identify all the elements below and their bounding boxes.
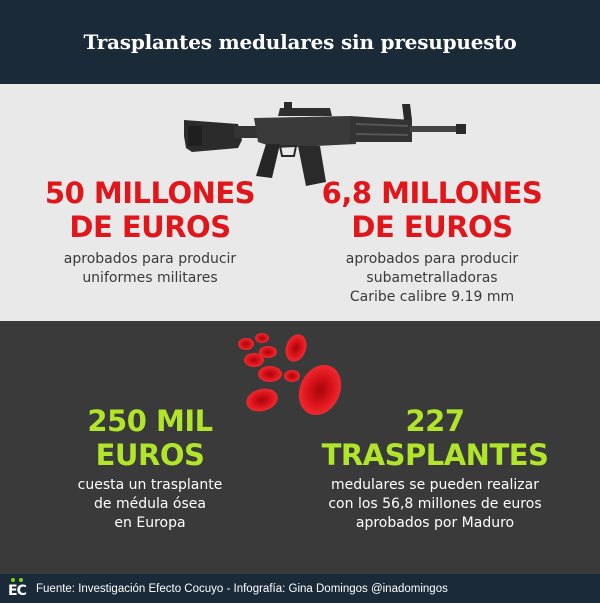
amount-line: 227 — [405, 404, 465, 438]
uniforms-amount: 50 MILLONES DE EUROS — [40, 176, 260, 244]
transplant-cost-amount: 250 MIL EUROS — [40, 404, 260, 472]
logo-text: EC — [8, 582, 27, 599]
amount-line: 50 MILLONES — [44, 176, 256, 210]
page-title: Trasplantes medulares sin presupuesto — [83, 30, 517, 54]
description-line: uniformes militares — [82, 270, 218, 286]
bottom-section — [0, 321, 600, 574]
source-credits: Fuente: Investigación Efecto Cocuyo - In… — [36, 582, 448, 595]
description-line: aprobados para producir — [63, 251, 237, 267]
amount-line: DE EUROS — [69, 210, 231, 244]
transplants-count-description: medulares se pueden realizar con los 56,… — [300, 476, 570, 533]
amount-line: TRASPLANTES — [321, 438, 549, 472]
description-line: medulares se pueden realizar — [331, 477, 539, 493]
description-line: subametralladoras — [366, 270, 498, 286]
description-line: con los 56,8 millones de euros — [328, 496, 542, 512]
amount-line: 250 MIL — [87, 404, 213, 438]
uniforms-description: aprobados para producir uniformes milita… — [30, 250, 270, 288]
description-line: cuesta un trasplante — [77, 477, 223, 493]
transplant-cost-description: cuesta un trasplante de médula ósea en E… — [30, 476, 270, 533]
amount-line: DE EUROS — [351, 210, 513, 244]
amount-line: EUROS — [95, 438, 205, 472]
description-line: en Europa — [114, 515, 186, 531]
submachine-guns-amount: 6,8 MILLONES DE EUROS — [312, 176, 552, 244]
description-line: Caribe calibre 9.19 mm — [349, 289, 515, 305]
footer-bar: EC Fuente: Investigación Efecto Cocuyo -… — [0, 574, 600, 603]
transplants-count-amount: 227 TRASPLANTES — [300, 404, 570, 472]
description-line: de médula ósea — [94, 496, 206, 512]
submachine-guns-description: aprobados para producir subametralladora… — [312, 250, 552, 307]
rifle-icon — [184, 102, 466, 186]
efecto-cocuyo-logo: EC — [8, 577, 30, 600]
red-blood-cells-icon — [238, 333, 342, 416]
description-line: aprobados por Maduro — [355, 515, 515, 531]
amount-line: 6,8 MILLONES — [321, 176, 543, 210]
description-line: aprobados para producir — [345, 251, 519, 267]
header-bar: Trasplantes medulares sin presupuesto — [0, 0, 600, 84]
